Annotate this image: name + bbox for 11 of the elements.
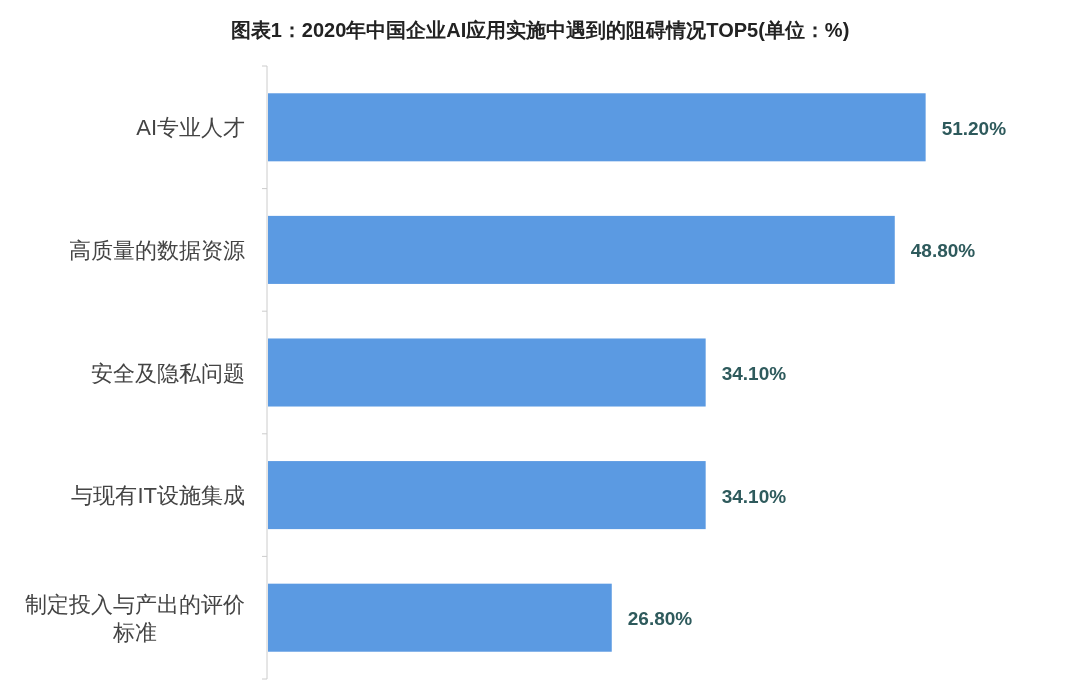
category-label: 安全及隐私问题: [91, 360, 245, 385]
data-label: 51.20%: [941, 117, 1007, 139]
category-label: 高质量的数据资源: [69, 237, 245, 263]
category-label: 与现有IT设施集成: [71, 482, 245, 508]
category-label: 制定投入与产出的评价标准: [25, 591, 245, 645]
data-label: 34.10%: [721, 485, 787, 507]
data-label: 34.10%: [721, 363, 787, 384]
data-label: 26.80%: [627, 608, 693, 630]
category-label: AI专业人才: [136, 114, 245, 140]
title: 图表1：2020年中国企业AI应用实施中遇到的阻碍情况TOP5(单位：%): [230, 19, 850, 41]
data-label: 48.80%: [910, 240, 976, 262]
